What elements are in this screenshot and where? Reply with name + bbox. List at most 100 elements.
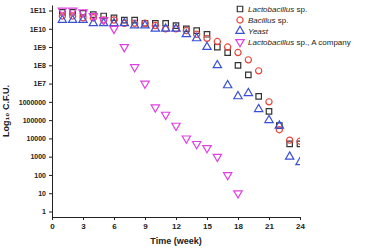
y-tick-mark	[49, 138, 52, 139]
data-point	[141, 21, 149, 28]
y-tick: 1E7	[34, 80, 52, 87]
x-tick: 21	[265, 217, 274, 231]
y-tick-label: 1000000	[19, 99, 46, 106]
x-tick-mark	[176, 217, 177, 220]
data-point	[100, 18, 108, 25]
data-point	[58, 8, 66, 15]
y-tick-label: 1E8	[34, 62, 47, 69]
x-tick-mark	[269, 217, 270, 220]
data-point	[193, 142, 201, 149]
x-tick-label: 21	[265, 222, 274, 231]
y-tick: 100000	[23, 117, 52, 124]
x-tick-label: 18	[234, 222, 243, 231]
data-point	[244, 88, 252, 95]
x-tick: 18	[234, 217, 243, 231]
x-tick-mark	[83, 217, 84, 220]
data-point	[79, 10, 87, 17]
data-point	[182, 29, 190, 36]
y-tick: 10000	[27, 135, 52, 142]
y-tick-mark	[49, 157, 52, 158]
x-tick-mark	[145, 217, 146, 220]
y-axis-title: Log₁₀ C.F.U.	[1, 85, 11, 137]
legend-marker	[236, 26, 244, 33]
x-tick-label: 15	[203, 222, 212, 231]
y-tick-mark	[49, 47, 52, 48]
data-point	[234, 92, 242, 99]
y-tick-label: 10	[38, 190, 46, 197]
data-point	[141, 81, 149, 88]
data-point	[182, 136, 190, 143]
data-point	[110, 18, 118, 25]
data-point	[69, 8, 77, 15]
y-tick-mark	[49, 102, 52, 103]
y-tick-mark	[49, 11, 52, 12]
x-tick-mark	[300, 217, 301, 220]
data-point	[172, 24, 180, 31]
data-point	[246, 72, 251, 77]
legend-label: Lactobacillus sp., A company	[248, 38, 351, 47]
x-tick: 0	[50, 217, 55, 231]
series	[59, 13, 300, 144]
legend-entry: Yeast	[236, 26, 269, 36]
data-point	[213, 154, 221, 161]
x-tick: 24	[296, 217, 305, 231]
data-point	[214, 38, 220, 44]
data-point	[131, 65, 139, 72]
data-point	[266, 99, 272, 105]
x-tick: 12	[172, 217, 181, 231]
data-point	[275, 121, 283, 128]
data-point	[204, 35, 210, 41]
data-point	[89, 18, 97, 25]
legend-entry: Bacillus sp.	[237, 16, 289, 25]
y-tick-mark	[49, 211, 52, 212]
y-tick: 1000	[30, 153, 52, 160]
x-tick-label: 3	[81, 222, 86, 231]
y-tick-label: 1E7	[34, 80, 47, 87]
legend-marker	[237, 6, 242, 11]
y-tick: 1000000	[19, 99, 52, 106]
data-point	[120, 18, 128, 25]
y-tick-mark	[49, 65, 52, 66]
x-tick-label: 0	[50, 222, 55, 231]
x-tick-mark	[207, 217, 208, 220]
data-point	[131, 21, 139, 28]
x-axis: 03691215182124	[50, 217, 305, 231]
y-tick: 1E9	[34, 44, 52, 51]
data-point	[287, 137, 293, 143]
y-tick: 1E11	[30, 7, 52, 14]
y-tick: 1	[42, 208, 52, 215]
series	[58, 15, 300, 164]
y-tick-label: 100000	[23, 117, 46, 124]
legend-label: Bacillus sp.	[248, 16, 288, 25]
y-tick-mark	[49, 120, 52, 121]
data-point	[100, 18, 108, 25]
y-tick-label: 10000	[27, 135, 47, 142]
x-tick: 15	[203, 217, 212, 231]
data-point	[256, 94, 261, 99]
y-tick-mark	[49, 175, 52, 176]
data-point	[235, 63, 240, 68]
x-tick: 9	[143, 217, 148, 231]
legend-label: Lactobacillus sp.	[248, 5, 307, 14]
data-point	[234, 191, 242, 198]
data-point	[120, 45, 128, 52]
x-axis-title: Time (week)	[150, 236, 201, 246]
data-point	[89, 14, 97, 21]
data-point	[203, 146, 211, 153]
data-point	[224, 81, 232, 88]
data-point	[162, 24, 170, 31]
data-point	[213, 61, 221, 68]
y-tick-mark	[49, 193, 52, 194]
data-point	[245, 57, 251, 63]
series	[58, 8, 242, 198]
data-point	[151, 105, 159, 112]
y-tick-mark	[49, 29, 52, 30]
data-point	[225, 44, 231, 50]
plot-area	[58, 8, 300, 198]
legend-entry: Lactobacillus sp., A company	[236, 38, 351, 47]
legend-entry: Lactobacillus sp.	[237, 5, 307, 14]
y-tick: 1E10	[30, 26, 52, 33]
data-point	[172, 123, 180, 130]
y-tick-mark	[49, 84, 52, 85]
legend-label: Yeast	[248, 27, 269, 36]
